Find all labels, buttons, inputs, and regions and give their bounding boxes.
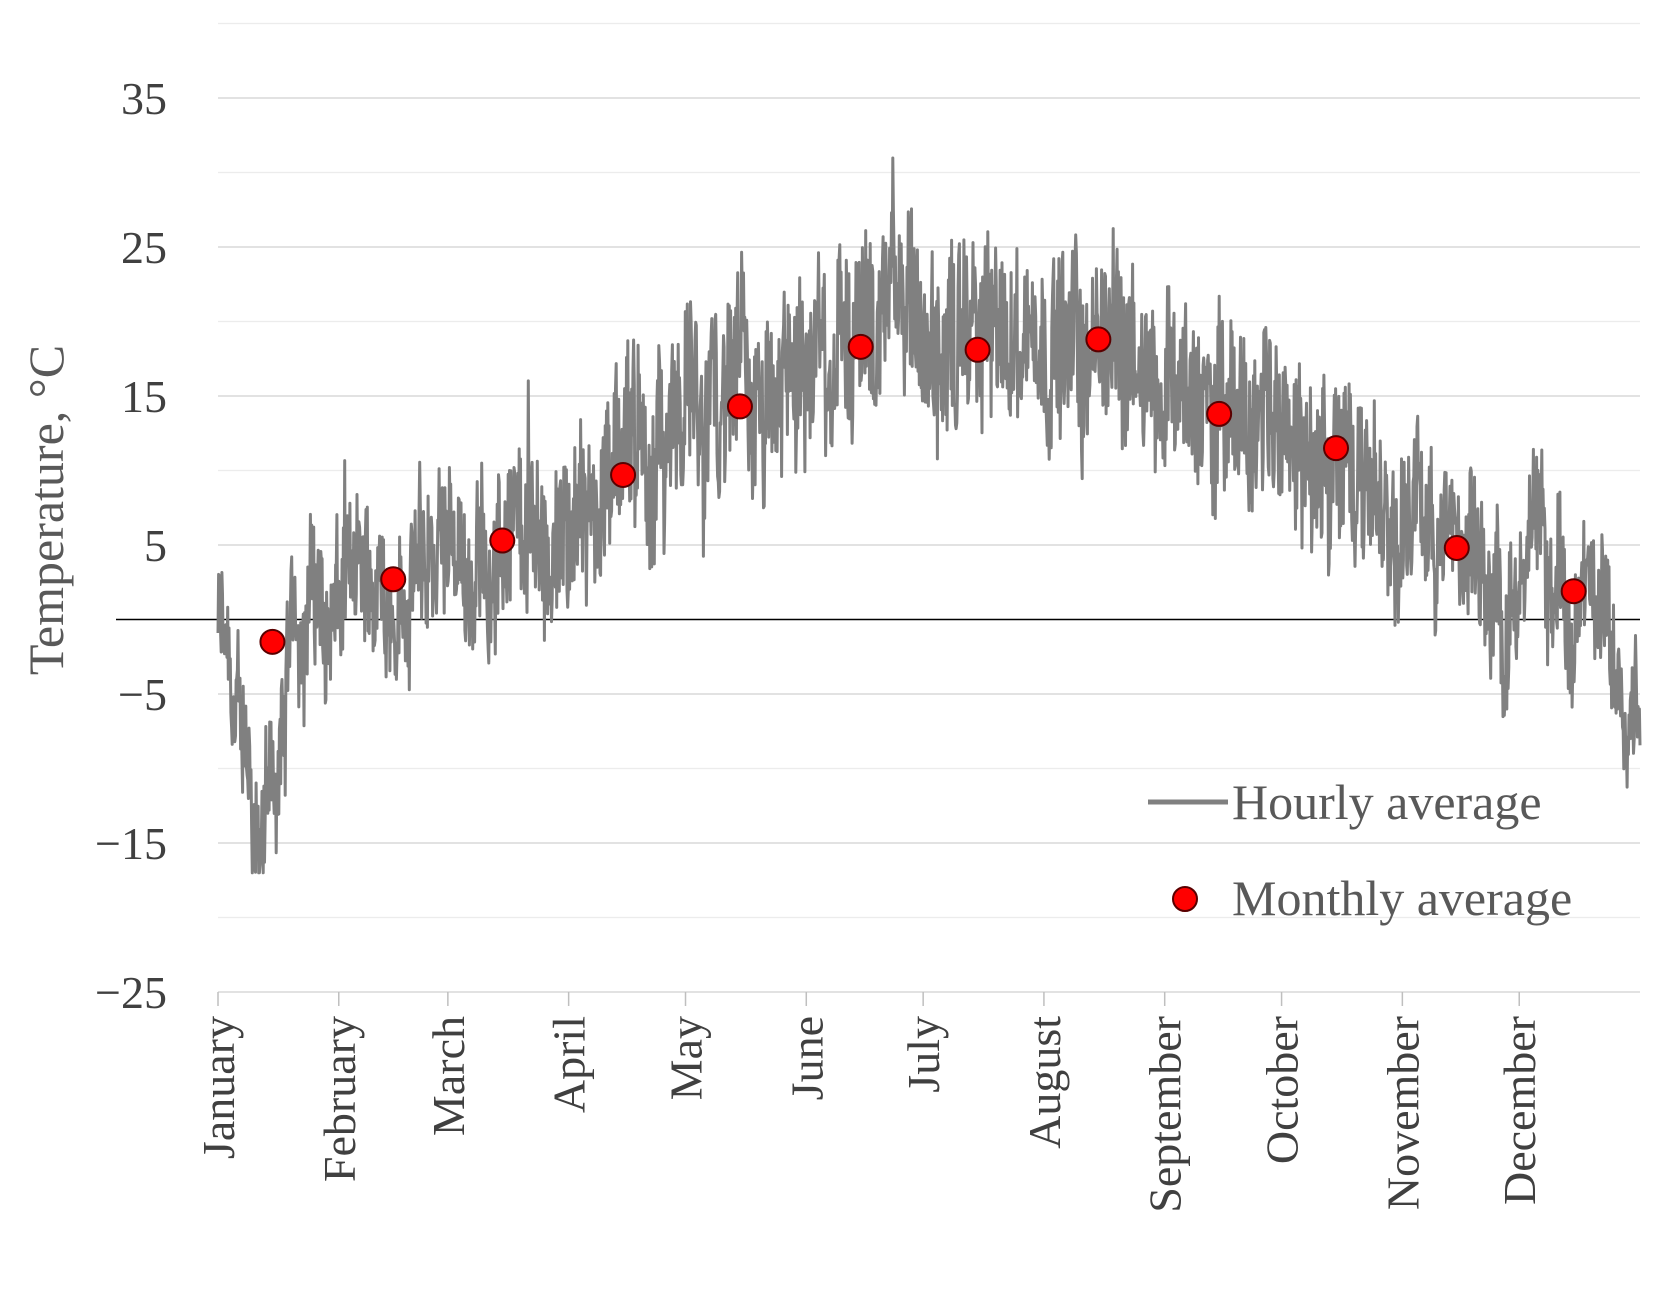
series-layer <box>216 156 1642 875</box>
y-tick-label: 15 <box>121 371 167 422</box>
x-tick-label: October <box>1257 1016 1308 1164</box>
monthly-average-point <box>1443 534 1470 561</box>
monthly-points <box>259 326 1587 655</box>
monthly-average-point <box>847 333 874 360</box>
y-tick-label: −5 <box>118 669 167 720</box>
monthly-average-point <box>380 566 407 593</box>
monthly-average-point <box>1323 435 1350 462</box>
x-tick-label: August <box>1019 1016 1070 1149</box>
x-tick-label: November <box>1377 1016 1428 1210</box>
legend: Hourly average Monthly average <box>1148 774 1572 926</box>
monthly-average-point <box>726 393 753 420</box>
monthly-average-point <box>610 461 637 488</box>
y-tick-label: 5 <box>144 520 167 571</box>
monthly-average-point <box>1206 400 1233 427</box>
x-tick-label: April <box>544 1016 595 1113</box>
y-tick-labels: −25 −15 −5 5 15 25 35 <box>95 73 167 1018</box>
x-tick-labels: January February March April May June July Augu… <box>193 992 1545 1213</box>
x-tick-label: January <box>193 1016 244 1159</box>
monthly-average-point <box>489 527 516 554</box>
monthly-average-point <box>1560 578 1587 605</box>
x-tick-label: September <box>1140 1016 1191 1213</box>
monthly-average-point <box>964 336 991 363</box>
monthly-average-point <box>1085 326 1112 353</box>
monthly-average-point <box>259 628 286 655</box>
y-tick-label: 35 <box>121 73 167 124</box>
legend-monthly-swatch <box>1172 886 1198 912</box>
x-tick-label: June <box>781 1016 832 1100</box>
y-tick-label: −15 <box>95 818 167 869</box>
y-tick-label: −25 <box>95 967 167 1018</box>
y-axis-title: Temperature, °C <box>18 345 74 675</box>
hourly-average-line <box>216 156 1642 875</box>
x-tick-label: March <box>423 1016 474 1136</box>
x-tick-label: May <box>661 1016 712 1100</box>
x-tick-label: December <box>1494 1016 1545 1205</box>
y-tick-label: 25 <box>121 222 167 273</box>
legend-hourly-label: Hourly average <box>1232 774 1542 830</box>
x-tick-label: July <box>898 1016 949 1093</box>
legend-monthly-label: Monthly average <box>1232 870 1572 926</box>
x-tick-label: February <box>314 1016 365 1182</box>
